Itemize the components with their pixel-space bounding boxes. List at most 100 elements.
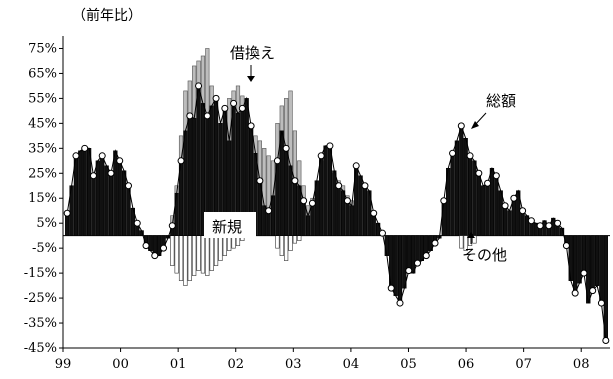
total-bar	[196, 85, 201, 236]
total-point	[571, 289, 579, 297]
annotation-total: 総額	[486, 92, 516, 110]
total-bar	[82, 148, 87, 236]
y-tick-label: -35%	[24, 316, 57, 331]
new-loan-bar	[209, 235, 214, 271]
y-tick-label: 15%	[28, 191, 57, 206]
other-bar	[472, 235, 477, 244]
total-bar	[463, 138, 468, 236]
total-bar	[489, 167, 495, 236]
total-point	[492, 172, 500, 180]
total-point	[326, 142, 334, 150]
total-point	[484, 179, 492, 187]
total-point	[89, 172, 97, 180]
new-loan-bar	[200, 235, 206, 274]
total-point	[186, 112, 194, 120]
total-point	[440, 197, 448, 205]
total-bar	[511, 197, 516, 236]
other-bar	[459, 235, 464, 249]
total-bar	[95, 160, 100, 236]
new-loan-bars	[143, 235, 608, 341]
total-point	[602, 337, 610, 345]
total-point	[431, 239, 439, 247]
y-tick-label: 25%	[28, 166, 57, 181]
total-bar	[288, 165, 293, 236]
total-bar	[108, 172, 114, 236]
total-point	[370, 209, 378, 217]
x-tick-group: 99 00 01 02 03 04 05 06 07 08	[55, 348, 589, 372]
new-loan-bar	[192, 235, 197, 276]
total-point	[387, 284, 395, 292]
total-point	[291, 177, 299, 185]
total-bar	[292, 180, 297, 236]
refinance-arrowhead	[247, 76, 255, 82]
total-bar	[340, 190, 346, 236]
total-bar	[467, 155, 473, 236]
total-point	[536, 222, 544, 230]
total-bar	[481, 185, 486, 236]
total-point	[414, 259, 422, 267]
total-bar	[577, 235, 582, 284]
total-point	[475, 169, 483, 177]
other-bar	[463, 235, 468, 251]
total-bar	[603, 235, 608, 341]
new-loan-bar	[187, 235, 192, 281]
axes	[62, 36, 610, 349]
total-bar	[476, 172, 481, 236]
annotation-other: その他	[462, 246, 507, 264]
y-tick-label: 5%	[36, 216, 57, 231]
new-loan-bar	[183, 235, 188, 286]
new-loan-bar	[279, 235, 284, 256]
total-bar	[599, 235, 604, 304]
total-point	[519, 207, 527, 215]
total-point	[352, 162, 360, 170]
total-bar	[384, 235, 389, 256]
total-bar	[494, 175, 499, 236]
total-point	[300, 197, 308, 205]
total-bar	[187, 115, 192, 236]
x-tick-label: 07	[515, 357, 532, 372]
total-bar	[91, 175, 96, 236]
new-label-background	[204, 212, 256, 238]
new-loan-bar	[178, 235, 184, 281]
total-bar	[485, 182, 490, 236]
total-bar	[104, 165, 109, 236]
total-point	[151, 252, 159, 260]
y-tick-group: 75% 65% 55% 45% 35% 25% 15% 5% -5% -15% -25% -35% -4…	[24, 41, 610, 356]
total-point	[195, 82, 203, 90]
new-loan-bar	[222, 235, 227, 256]
total-point	[317, 152, 325, 160]
total-point	[527, 217, 535, 225]
total-point	[247, 122, 255, 130]
total-point	[449, 149, 457, 157]
total-series-line	[63, 82, 610, 345]
x-tick-label: 00	[112, 357, 129, 372]
new-loan-bar	[275, 235, 280, 249]
total-bar	[122, 170, 127, 236]
annotation-refinance: 借換え	[230, 44, 275, 62]
total-point	[256, 177, 264, 185]
x-tick-label: 01	[170, 357, 187, 372]
total-bar	[507, 210, 512, 236]
x-tick-label: 03	[285, 357, 302, 372]
total-point	[597, 299, 605, 307]
total-point	[160, 244, 168, 252]
y-tick-label: 55%	[28, 91, 57, 106]
total-bar	[323, 145, 328, 236]
total-point	[273, 157, 281, 165]
total-bar	[284, 148, 289, 236]
total-point	[554, 219, 562, 227]
total-bar	[590, 235, 595, 291]
y-tick-label: -45%	[24, 341, 57, 356]
total-bar	[524, 215, 530, 236]
total-point	[422, 252, 430, 260]
total-point	[177, 157, 185, 165]
total-point	[98, 152, 106, 160]
total-bar	[345, 200, 350, 236]
new-loan-bar	[288, 235, 293, 251]
total-bar	[305, 215, 311, 236]
y-tick-label: 45%	[28, 116, 57, 131]
total-bar	[113, 150, 118, 236]
total-bar	[148, 235, 153, 251]
total-point	[545, 222, 553, 230]
